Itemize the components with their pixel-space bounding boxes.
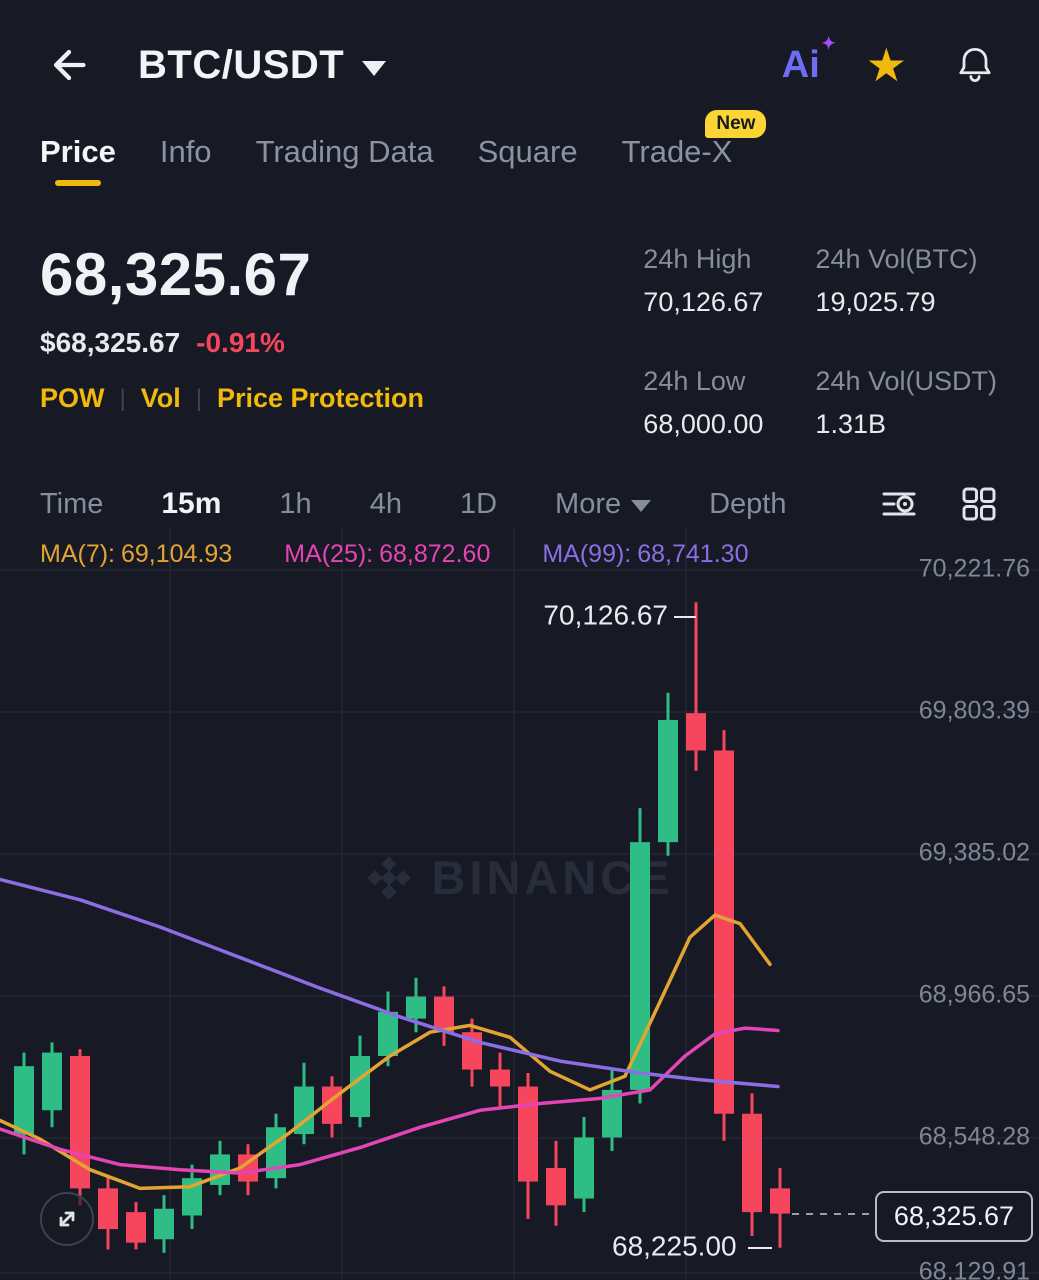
stat-24h-vol-btc: 24h Vol(BTC) 19,025.79 (815, 244, 997, 330)
interval-time[interactable]: Time (40, 487, 104, 520)
bell-icon (959, 48, 991, 82)
price-block: 68,325.67 $68,325.67 -0.91% POW | Vol | … (40, 240, 424, 452)
stats-grid: 24h High 70,126.67 24h Vol(BTC) 19,025.7… (643, 240, 997, 452)
tag-price-protection[interactable]: Price Protection (216, 383, 425, 413)
indicator-settings-button[interactable] (879, 484, 919, 524)
ma-label: MA(99): (542, 540, 632, 568)
svg-text:68,548.28: 68,548.28 (919, 1123, 1030, 1151)
ma-label: MA(25): (284, 540, 374, 568)
tab-info[interactable]: Info (159, 134, 212, 169)
ma-line-MA7 (0, 913, 772, 1191)
stat-value: 1.31B (815, 409, 886, 439)
interval-15m[interactable]: 15m (161, 487, 222, 520)
back-arrow-icon (53, 49, 86, 81)
interval-bar: Time 15m 1h 4h 1D More Depth (0, 452, 1039, 528)
annotations: 70,126.67 68,225.00 (543, 599, 890, 1261)
svg-text:69,803.39: 69,803.39 (919, 697, 1030, 725)
tab-trade-x[interactable]: Trade-X New (621, 110, 767, 186)
y-axis-labels: 70,221.76 69,803.39 69,385.02 68,966.65 68,5… (919, 555, 1030, 1280)
sparkle-icon: ✦ (821, 33, 836, 53)
stat-24h-vol-usdt: 24h Vol(USDT) 1.31B (815, 366, 997, 452)
ma-value: 68,741.30 (637, 540, 749, 568)
tab-trading-data[interactable]: Trading Data (255, 134, 434, 169)
stat-24h-low: 24h Low 68,000.00 (643, 366, 763, 452)
favorite-star-icon[interactable]: ★ (865, 39, 907, 91)
binance-watermark: BINANCE (0, 850, 1039, 905)
watermark-text: BINANCE (431, 851, 674, 904)
stat-label: 24h Vol(BTC) (815, 244, 978, 274)
tag-divider: | (195, 384, 202, 412)
indicator-settings-icon (882, 492, 916, 516)
stat-24h-high: 24h High 70,126.67 (643, 244, 763, 330)
ma-label: MA(7): (40, 540, 115, 568)
header-actions: Ai ✦ ★ (781, 34, 997, 91)
notification-bell-button[interactable] (953, 43, 997, 87)
tag-row: POW | Vol | Price Protection (40, 383, 424, 414)
last-price: 68,325.67 (40, 241, 312, 308)
layout-grid-button[interactable] (959, 484, 999, 524)
interval-more[interactable]: More (555, 487, 652, 521)
ma-line-MA25 (0, 1026, 780, 1175)
stat-value: 19,025.79 (815, 287, 936, 317)
back-button[interactable] (46, 41, 94, 89)
chart-area: BINANCE 70,126.67 68,225.00 70,221.76 69,80… (0, 528, 1039, 1280)
nav-tabs: Price Info Trading Data Square Trade-X N… (0, 100, 1039, 200)
svg-text:68,129.91: 68,129.91 (919, 1258, 1030, 1280)
tab-square[interactable]: Square (477, 134, 578, 169)
ma99-indicator: MA(99): 68,741.30 (542, 540, 754, 569)
more-caret-icon (631, 500, 652, 512)
ai-assistant-icon[interactable]: Ai ✦ (781, 34, 836, 87)
svg-text:70,221.76: 70,221.76 (919, 555, 1030, 583)
ma7-indicator: MA(7): 69,104.93 (40, 540, 238, 569)
candlestick-chart[interactable]: 70,126.67 68,225.00 70,221.76 69,803.39 69,3… (0, 528, 1039, 1280)
more-label: More (555, 487, 622, 520)
interval-depth[interactable]: Depth (709, 487, 787, 520)
tab-price[interactable]: Price (40, 134, 116, 186)
interval-1d[interactable]: 1D (459, 487, 498, 520)
fiat-price: $68,325.67 (40, 327, 181, 358)
fiat-price-row: $68,325.67 -0.91% (40, 327, 424, 359)
ma-line-MA99 (0, 877, 780, 1089)
interval-1h[interactable]: 1h (279, 487, 312, 520)
interval-4h[interactable]: 4h (369, 487, 402, 520)
grid-layout-icon (962, 487, 996, 521)
svg-text:68,966.65: 68,966.65 (919, 981, 1030, 1009)
price-section: 68,325.67 $68,325.67 -0.91% POW | Vol | … (0, 200, 1039, 452)
candles (14, 602, 790, 1253)
pair-selector-caret-icon[interactable] (362, 60, 387, 76)
expand-chart-button[interactable] (40, 1192, 94, 1246)
binance-logo-icon (367, 855, 412, 900)
stat-label: 24h High (643, 244, 752, 274)
tab-trade-x-label: Trade-X (621, 134, 733, 169)
ma25-indicator: MA(25): 68,872.60 (284, 540, 496, 569)
chart-tools (879, 484, 999, 524)
ai-label: Ai (781, 43, 820, 86)
svg-text:69,385.02: 69,385.02 (919, 839, 1030, 867)
svg-text:70,126.67: 70,126.67 (543, 599, 668, 630)
pair-title[interactable]: BTC/USDT (138, 42, 345, 87)
grid-lines (0, 528, 1039, 1280)
svg-text:68,225.00: 68,225.00 (612, 1230, 737, 1261)
ma-legend: MA(7): 69,104.93 MA(25): 68,872.60 MA(99):… (40, 540, 754, 569)
expand-arrows-icon (59, 1211, 75, 1227)
stat-label: 24h Low (643, 366, 746, 396)
tag-divider: | (119, 384, 126, 412)
tag-vol[interactable]: Vol (140, 383, 181, 413)
header: BTC/USDT Ai ✦ ★ (0, 0, 1039, 100)
stat-value: 70,126.67 (643, 287, 764, 317)
new-badge: New (705, 110, 767, 138)
last-price-label: 68,325.67 (874, 1191, 1033, 1242)
ma-value: 68,872.60 (379, 540, 491, 568)
tag-pow[interactable]: POW (40, 383, 105, 413)
ma-lines (0, 877, 780, 1191)
stat-value: 68,000.00 (643, 409, 764, 439)
ma-value: 69,104.93 (121, 540, 233, 568)
stat-label: 24h Vol(USDT) (815, 366, 997, 396)
price-change-percent: -0.91% (196, 327, 285, 358)
